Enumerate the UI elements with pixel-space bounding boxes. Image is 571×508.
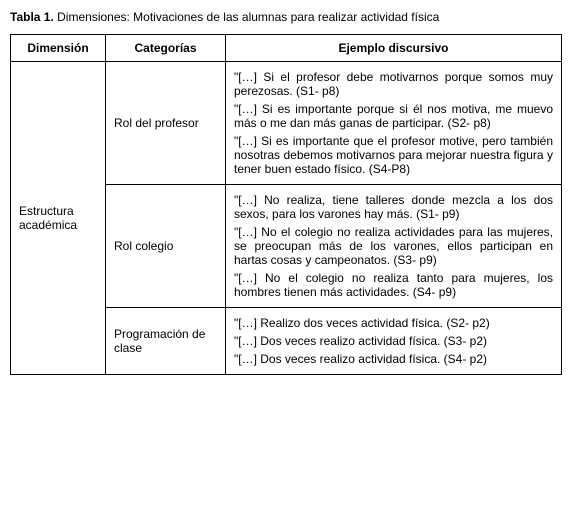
quote-text: "[…] Si es importante que el profesor mo…	[234, 134, 553, 176]
example-cell: "[…] Si el profesor debe motivarnos porq…	[226, 62, 562, 185]
header-dimension: Dimensión	[11, 35, 106, 62]
table-header-row: Dimensión Categorías Ejemplo discursivo	[11, 35, 562, 62]
quote-text: "[…] No realiza, tiene talleres donde me…	[234, 193, 553, 221]
table-label: Tabla 1.	[10, 10, 54, 24]
dimension-cell: Estructura académica	[11, 62, 106, 375]
data-table: Dimensión Categorías Ejemplo discursivo …	[10, 34, 562, 375]
category-cell: Rol del profesor	[106, 62, 226, 185]
category-cell: Programación de clase	[106, 308, 226, 375]
quote-text: "[…] Si el profesor debe motivarnos porq…	[234, 70, 553, 98]
example-cell: "[…] No realiza, tiene talleres donde me…	[226, 185, 562, 308]
header-ejemplo: Ejemplo discursivo	[226, 35, 562, 62]
quote-text: "[…] No el colegio no realiza tanto para…	[234, 271, 553, 299]
category-cell: Rol colegio	[106, 185, 226, 308]
table-row: Estructura académica Rol del profesor "[…	[11, 62, 562, 185]
quote-text: "[…] Dos veces realizo actividad física.…	[234, 334, 553, 348]
quote-text: "[…] No el colegio no realiza actividade…	[234, 225, 553, 267]
table-caption: Tabla 1. Dimensiones: Motivaciones de la…	[10, 10, 561, 24]
header-categorias: Categorías	[106, 35, 226, 62]
example-cell: "[…] Realizo dos veces actividad física.…	[226, 308, 562, 375]
quote-text: "[…] Si es importante porque si él nos m…	[234, 102, 553, 130]
quote-text: "[…] Realizo dos veces actividad física.…	[234, 316, 553, 330]
quote-text: "[…] Dos veces realizo actividad física.…	[234, 352, 553, 366]
table-description: Dimensiones: Motivaciones de las alumnas…	[57, 10, 439, 24]
